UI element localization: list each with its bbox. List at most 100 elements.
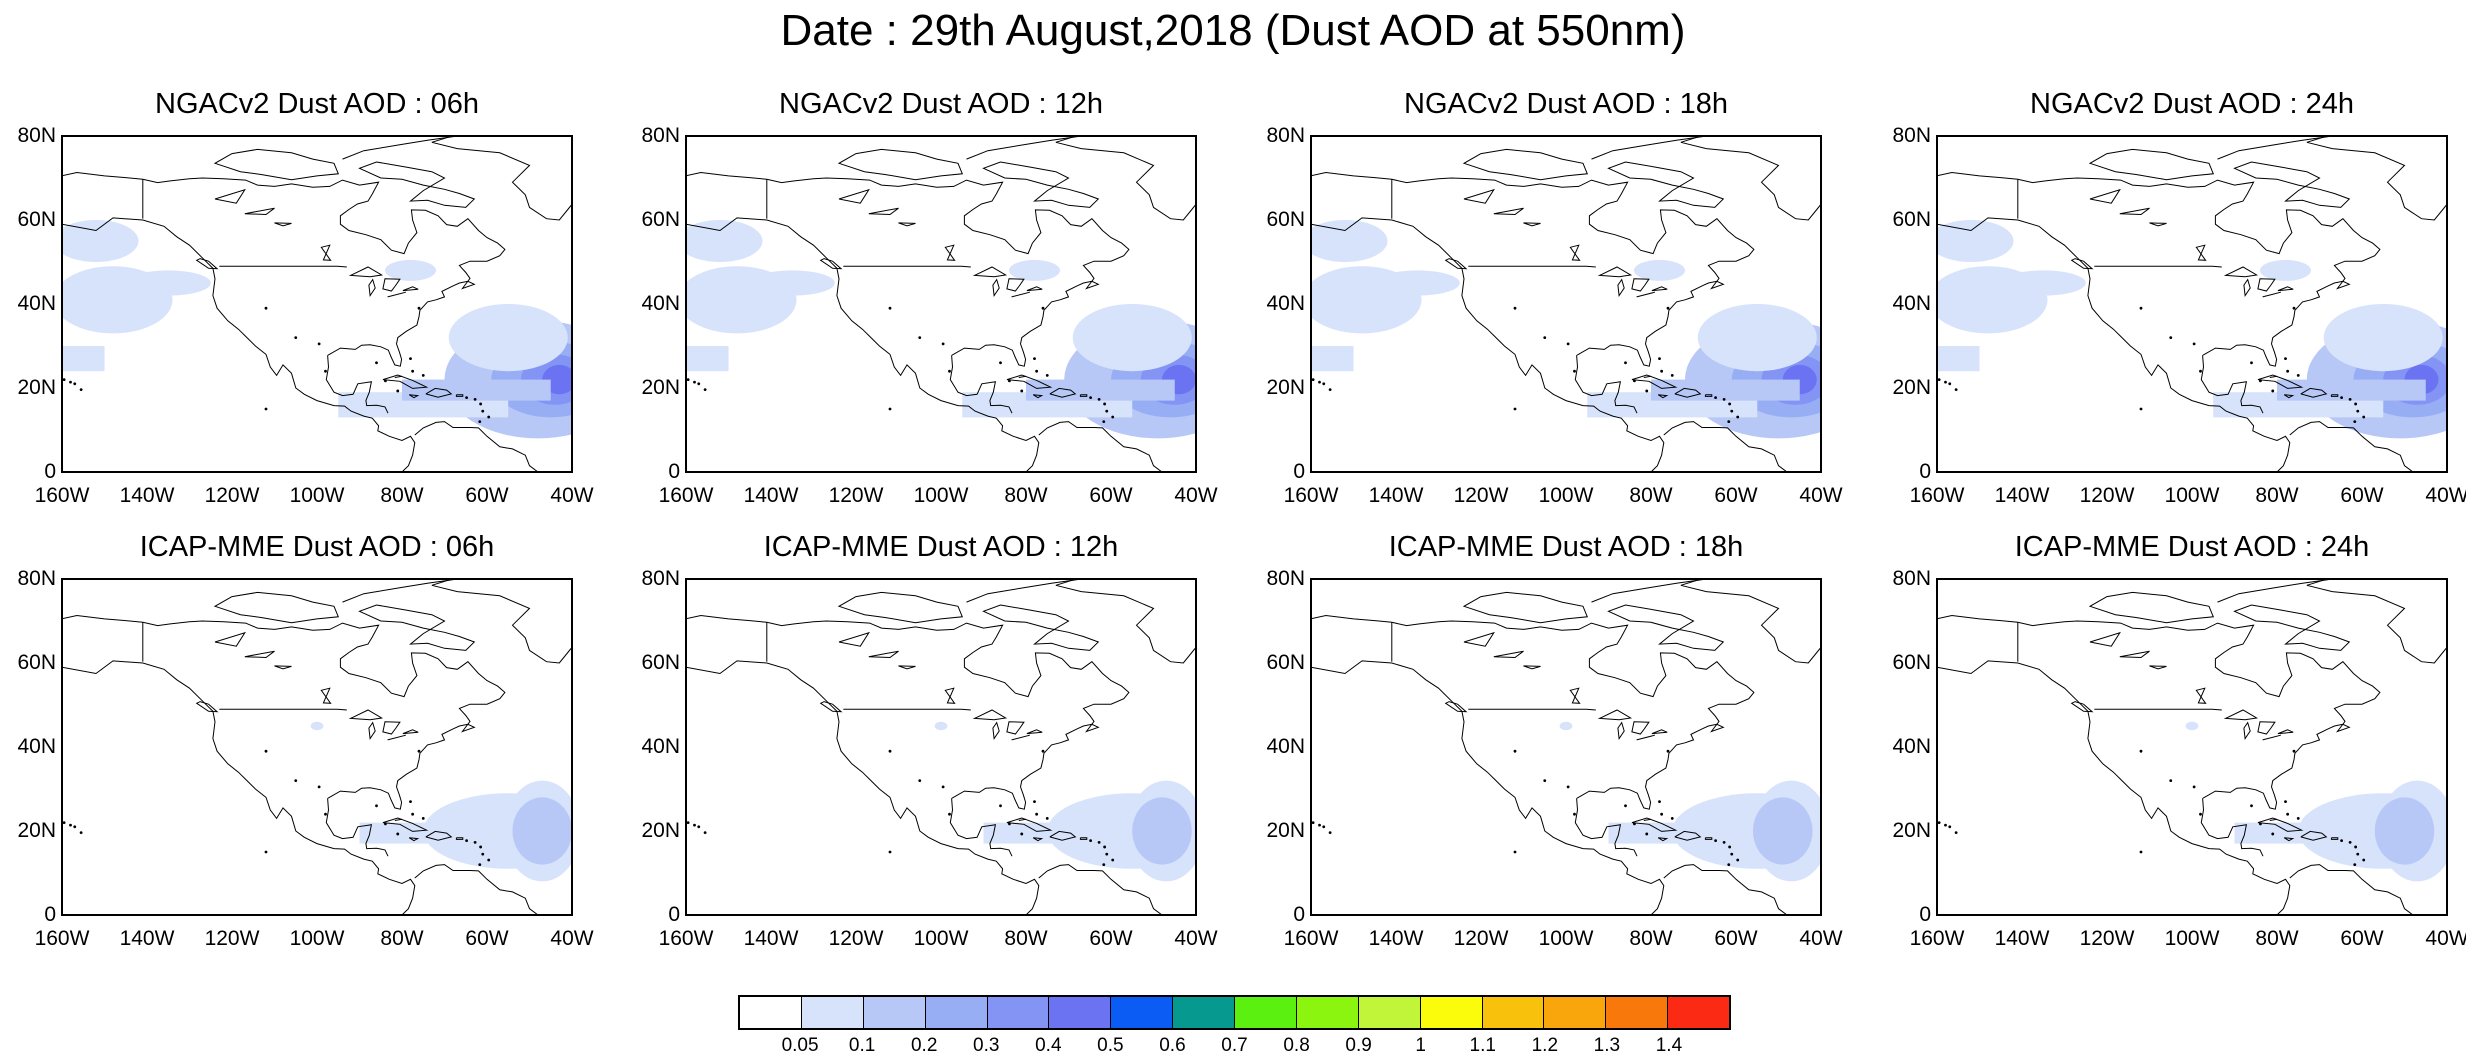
island xyxy=(1954,831,1958,835)
colorbar-swatch xyxy=(801,997,864,1028)
colorbar-label: 1.1 xyxy=(1469,1035,1496,1056)
lake-outline xyxy=(972,266,1008,278)
lake-outline xyxy=(2257,278,2276,292)
coastline xyxy=(837,591,964,624)
island xyxy=(1658,800,1661,803)
coastline xyxy=(2306,136,2447,221)
island xyxy=(2192,342,2196,346)
island xyxy=(1033,357,1036,360)
island xyxy=(686,821,690,824)
coastline xyxy=(2269,818,2278,821)
aod-shading xyxy=(1937,346,1980,372)
colorbar-label: 0.7 xyxy=(1221,1035,1248,1056)
coastline xyxy=(1468,265,1596,268)
island xyxy=(1660,369,1664,373)
island xyxy=(693,823,696,827)
lake-outline xyxy=(244,207,275,216)
island xyxy=(417,306,421,310)
island xyxy=(2356,409,2360,413)
coastline xyxy=(1704,394,1713,397)
island xyxy=(918,779,922,782)
island xyxy=(2139,749,2143,753)
aod-shading xyxy=(62,346,105,372)
island xyxy=(2259,822,2262,826)
island xyxy=(473,397,477,401)
lat-tick-label: 0 xyxy=(44,460,56,483)
coastline xyxy=(1311,171,1755,367)
island xyxy=(73,382,77,386)
island xyxy=(1728,402,1732,406)
island xyxy=(1736,415,1740,419)
island xyxy=(1645,389,1649,393)
lat-tick-label: 80N xyxy=(17,567,56,590)
island xyxy=(2296,374,2300,377)
lon-tick-label: 120W xyxy=(828,927,884,950)
island xyxy=(2340,839,2343,843)
panel-title: NGACv2 Dust AOD : 06h xyxy=(155,88,479,120)
dust-aod-map xyxy=(1311,579,1821,915)
coastline xyxy=(843,708,971,711)
coastline xyxy=(2289,421,2414,472)
island xyxy=(1666,306,1670,310)
island xyxy=(2139,407,2143,411)
aod-shading xyxy=(1608,822,1736,844)
colorbar-swatch xyxy=(987,997,1050,1028)
aod-shading xyxy=(62,220,139,262)
coastline xyxy=(843,265,971,268)
lake-outline xyxy=(868,207,899,216)
coastline xyxy=(1657,394,1669,399)
island xyxy=(1020,389,1024,393)
island xyxy=(2169,336,2173,339)
colorbar-swatch xyxy=(1049,997,1112,1028)
aod-shading xyxy=(1311,346,1354,372)
coastline xyxy=(819,701,843,713)
lake-outline xyxy=(838,188,870,204)
island xyxy=(411,812,415,816)
island xyxy=(1944,823,1947,827)
lake-outline xyxy=(1597,266,1633,278)
island xyxy=(479,402,483,406)
aod-shading xyxy=(686,346,729,372)
lat-tick-label: 40N xyxy=(17,735,56,758)
island xyxy=(478,863,482,866)
coastline xyxy=(2070,701,2094,713)
island xyxy=(73,825,77,829)
lon-tick-label: 100W xyxy=(1538,927,1594,950)
island xyxy=(1033,800,1036,803)
island xyxy=(693,380,696,384)
island xyxy=(1045,817,1049,820)
island xyxy=(396,389,400,393)
coastline xyxy=(2330,837,2339,840)
coastline xyxy=(1663,421,1788,472)
island xyxy=(409,800,412,803)
aod-shading xyxy=(1072,304,1192,372)
island xyxy=(2284,800,2287,803)
coastline xyxy=(2200,798,2264,857)
lon-tick-label: 80W xyxy=(380,484,424,507)
lon-tick-label: 40W xyxy=(1799,484,1843,507)
coastline xyxy=(2233,161,2351,208)
coastline xyxy=(2094,265,2222,268)
lon-tick-label: 160W xyxy=(1909,927,1965,950)
lake-outline xyxy=(1636,291,1655,298)
lake-outline xyxy=(2277,286,2294,292)
coastline xyxy=(1032,837,1044,842)
lon-tick-label: 60W xyxy=(1714,484,1758,507)
aod-shading xyxy=(2277,379,2426,401)
lon-tick-label: 120W xyxy=(828,484,884,507)
map-panel xyxy=(1937,579,2447,915)
lon-tick-label: 120W xyxy=(204,927,260,950)
lon-tick-label: 140W xyxy=(119,927,175,950)
coastline xyxy=(455,837,464,840)
lat-tick-label: 60N xyxy=(1266,651,1305,674)
coastline xyxy=(408,394,420,399)
island xyxy=(999,804,1002,808)
lon-tick-label: 100W xyxy=(289,484,345,507)
coastline xyxy=(837,148,964,181)
colorbar-label: 0.5 xyxy=(1097,1035,1124,1056)
lake-outline xyxy=(1617,721,1625,741)
map-panel xyxy=(1311,136,1821,472)
island xyxy=(317,342,321,346)
island xyxy=(2340,396,2343,400)
island xyxy=(478,420,482,423)
